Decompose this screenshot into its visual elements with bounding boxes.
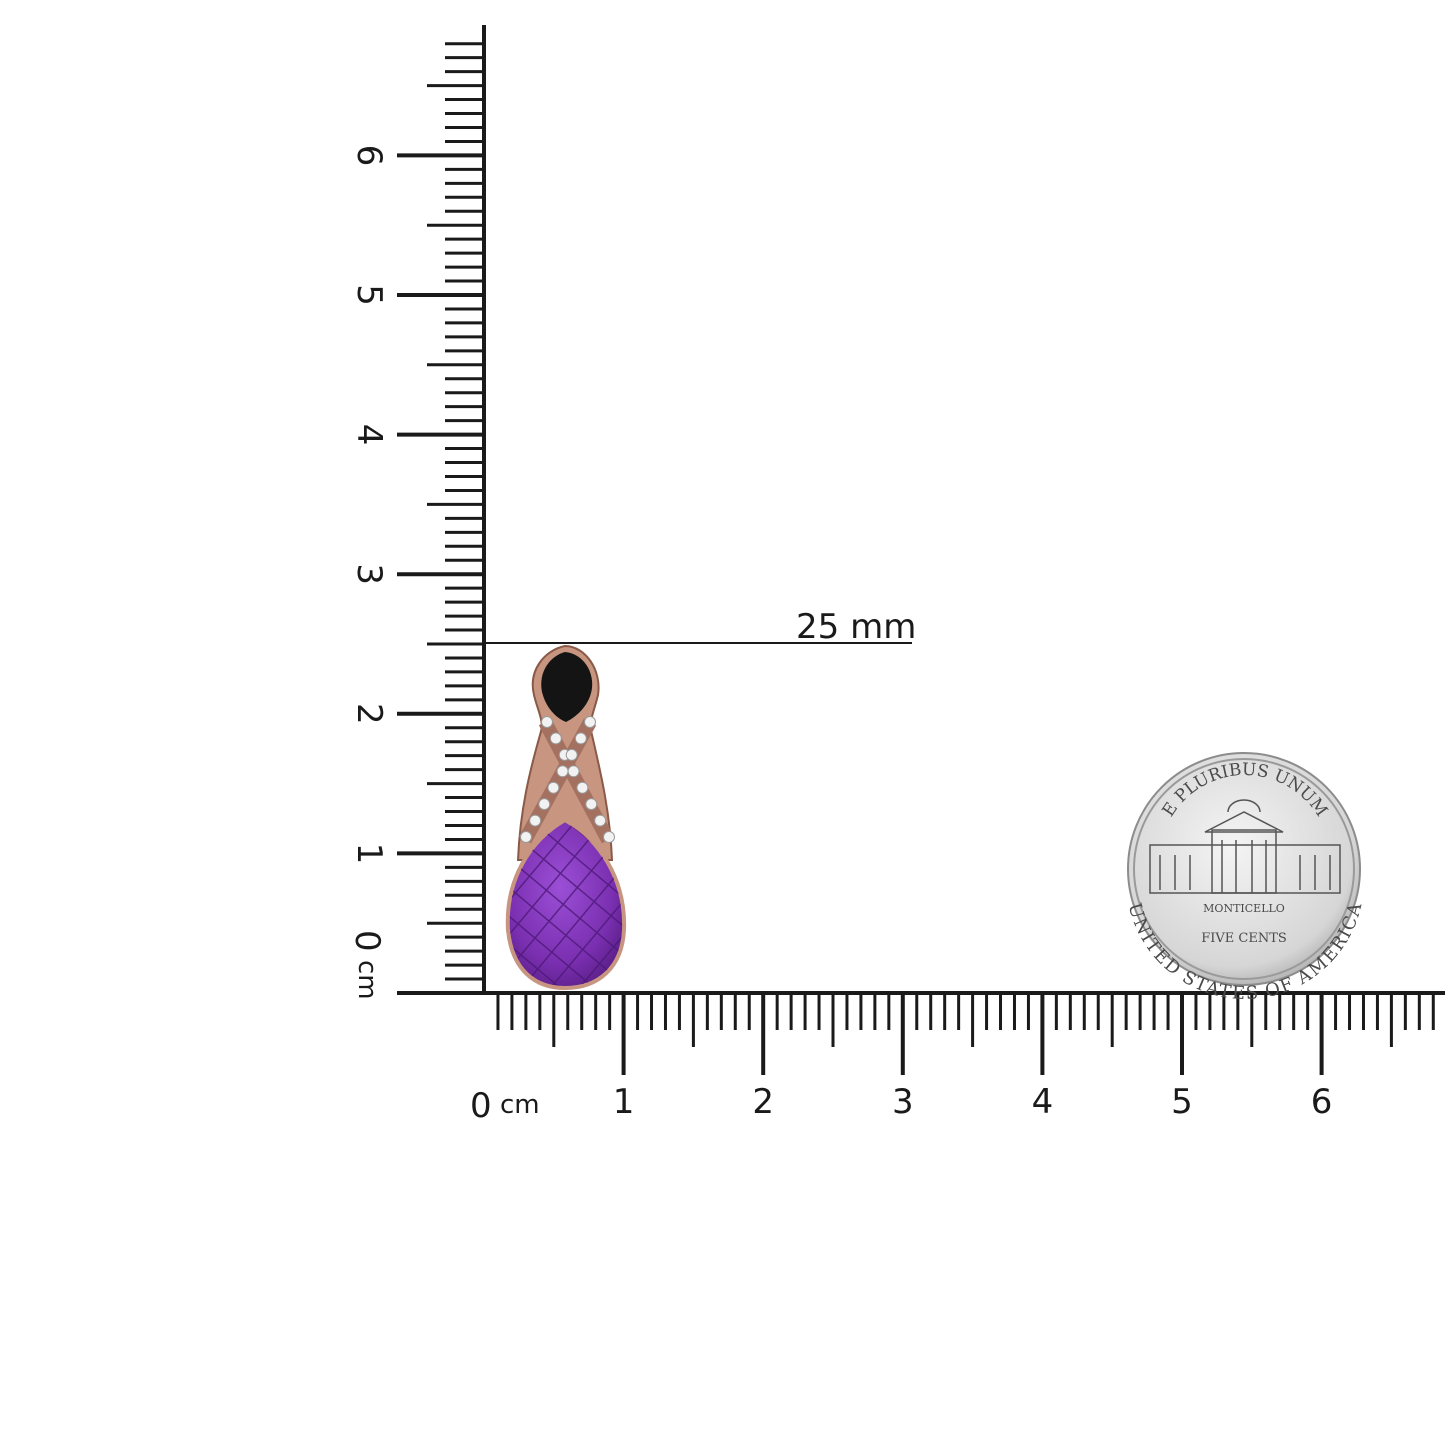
diamond xyxy=(520,831,532,843)
v-cm-label: 2 xyxy=(349,703,389,725)
v-zero-label: 0 xyxy=(347,930,387,952)
diamond xyxy=(594,814,607,827)
diamond xyxy=(574,732,587,745)
diamond xyxy=(576,781,589,794)
coin-building-name: MONTICELLO xyxy=(1203,902,1285,915)
v-cm-label: 6 xyxy=(349,145,389,167)
diamond xyxy=(584,716,596,728)
v-cm-label: 3 xyxy=(349,563,389,585)
v-cm-label: 4 xyxy=(349,424,389,446)
diamond xyxy=(529,814,542,827)
v-cm-label: 1 xyxy=(349,843,389,865)
diamond xyxy=(547,781,560,794)
h-cm-label: 3 xyxy=(892,1082,914,1122)
h-cm-label: 4 xyxy=(1032,1082,1054,1122)
diamond xyxy=(585,798,598,811)
ruler-ticks xyxy=(397,42,1435,1075)
diamond xyxy=(603,831,615,843)
diamond xyxy=(541,716,553,728)
h-unit-label: cm xyxy=(500,1090,540,1120)
h-cm-label: 2 xyxy=(752,1082,774,1122)
monticello-building-icon xyxy=(1149,799,1341,894)
diamond-accents xyxy=(520,716,615,843)
black-stone xyxy=(541,652,593,722)
v-unit-label: cm xyxy=(352,960,382,1000)
v-cm-label: 5 xyxy=(349,284,389,306)
diamond xyxy=(556,765,569,778)
vertical-ruler-labels: 0 cm 1 2 3 4 5 6 xyxy=(347,145,389,1000)
pendant xyxy=(505,644,627,991)
nickel-coin: E PLURIBUS UNUM MONTICELLO FIVE CENTS UN… xyxy=(1124,752,1367,1004)
measurement-label: 25 mm xyxy=(796,607,916,647)
diamond xyxy=(565,748,578,761)
diamond xyxy=(538,798,551,811)
h-cm-label: 5 xyxy=(1171,1082,1193,1122)
h-cm-label: 1 xyxy=(613,1082,635,1122)
horizontal-ruler-labels: 0 cm 1 2 3 4 5 6 xyxy=(470,1082,1332,1126)
coin-denomination: FIVE CENTS xyxy=(1201,931,1287,946)
diamond xyxy=(567,765,580,778)
h-cm-label: 6 xyxy=(1311,1082,1333,1122)
h-zero-label: 0 xyxy=(470,1086,492,1126)
diamond xyxy=(549,732,562,745)
